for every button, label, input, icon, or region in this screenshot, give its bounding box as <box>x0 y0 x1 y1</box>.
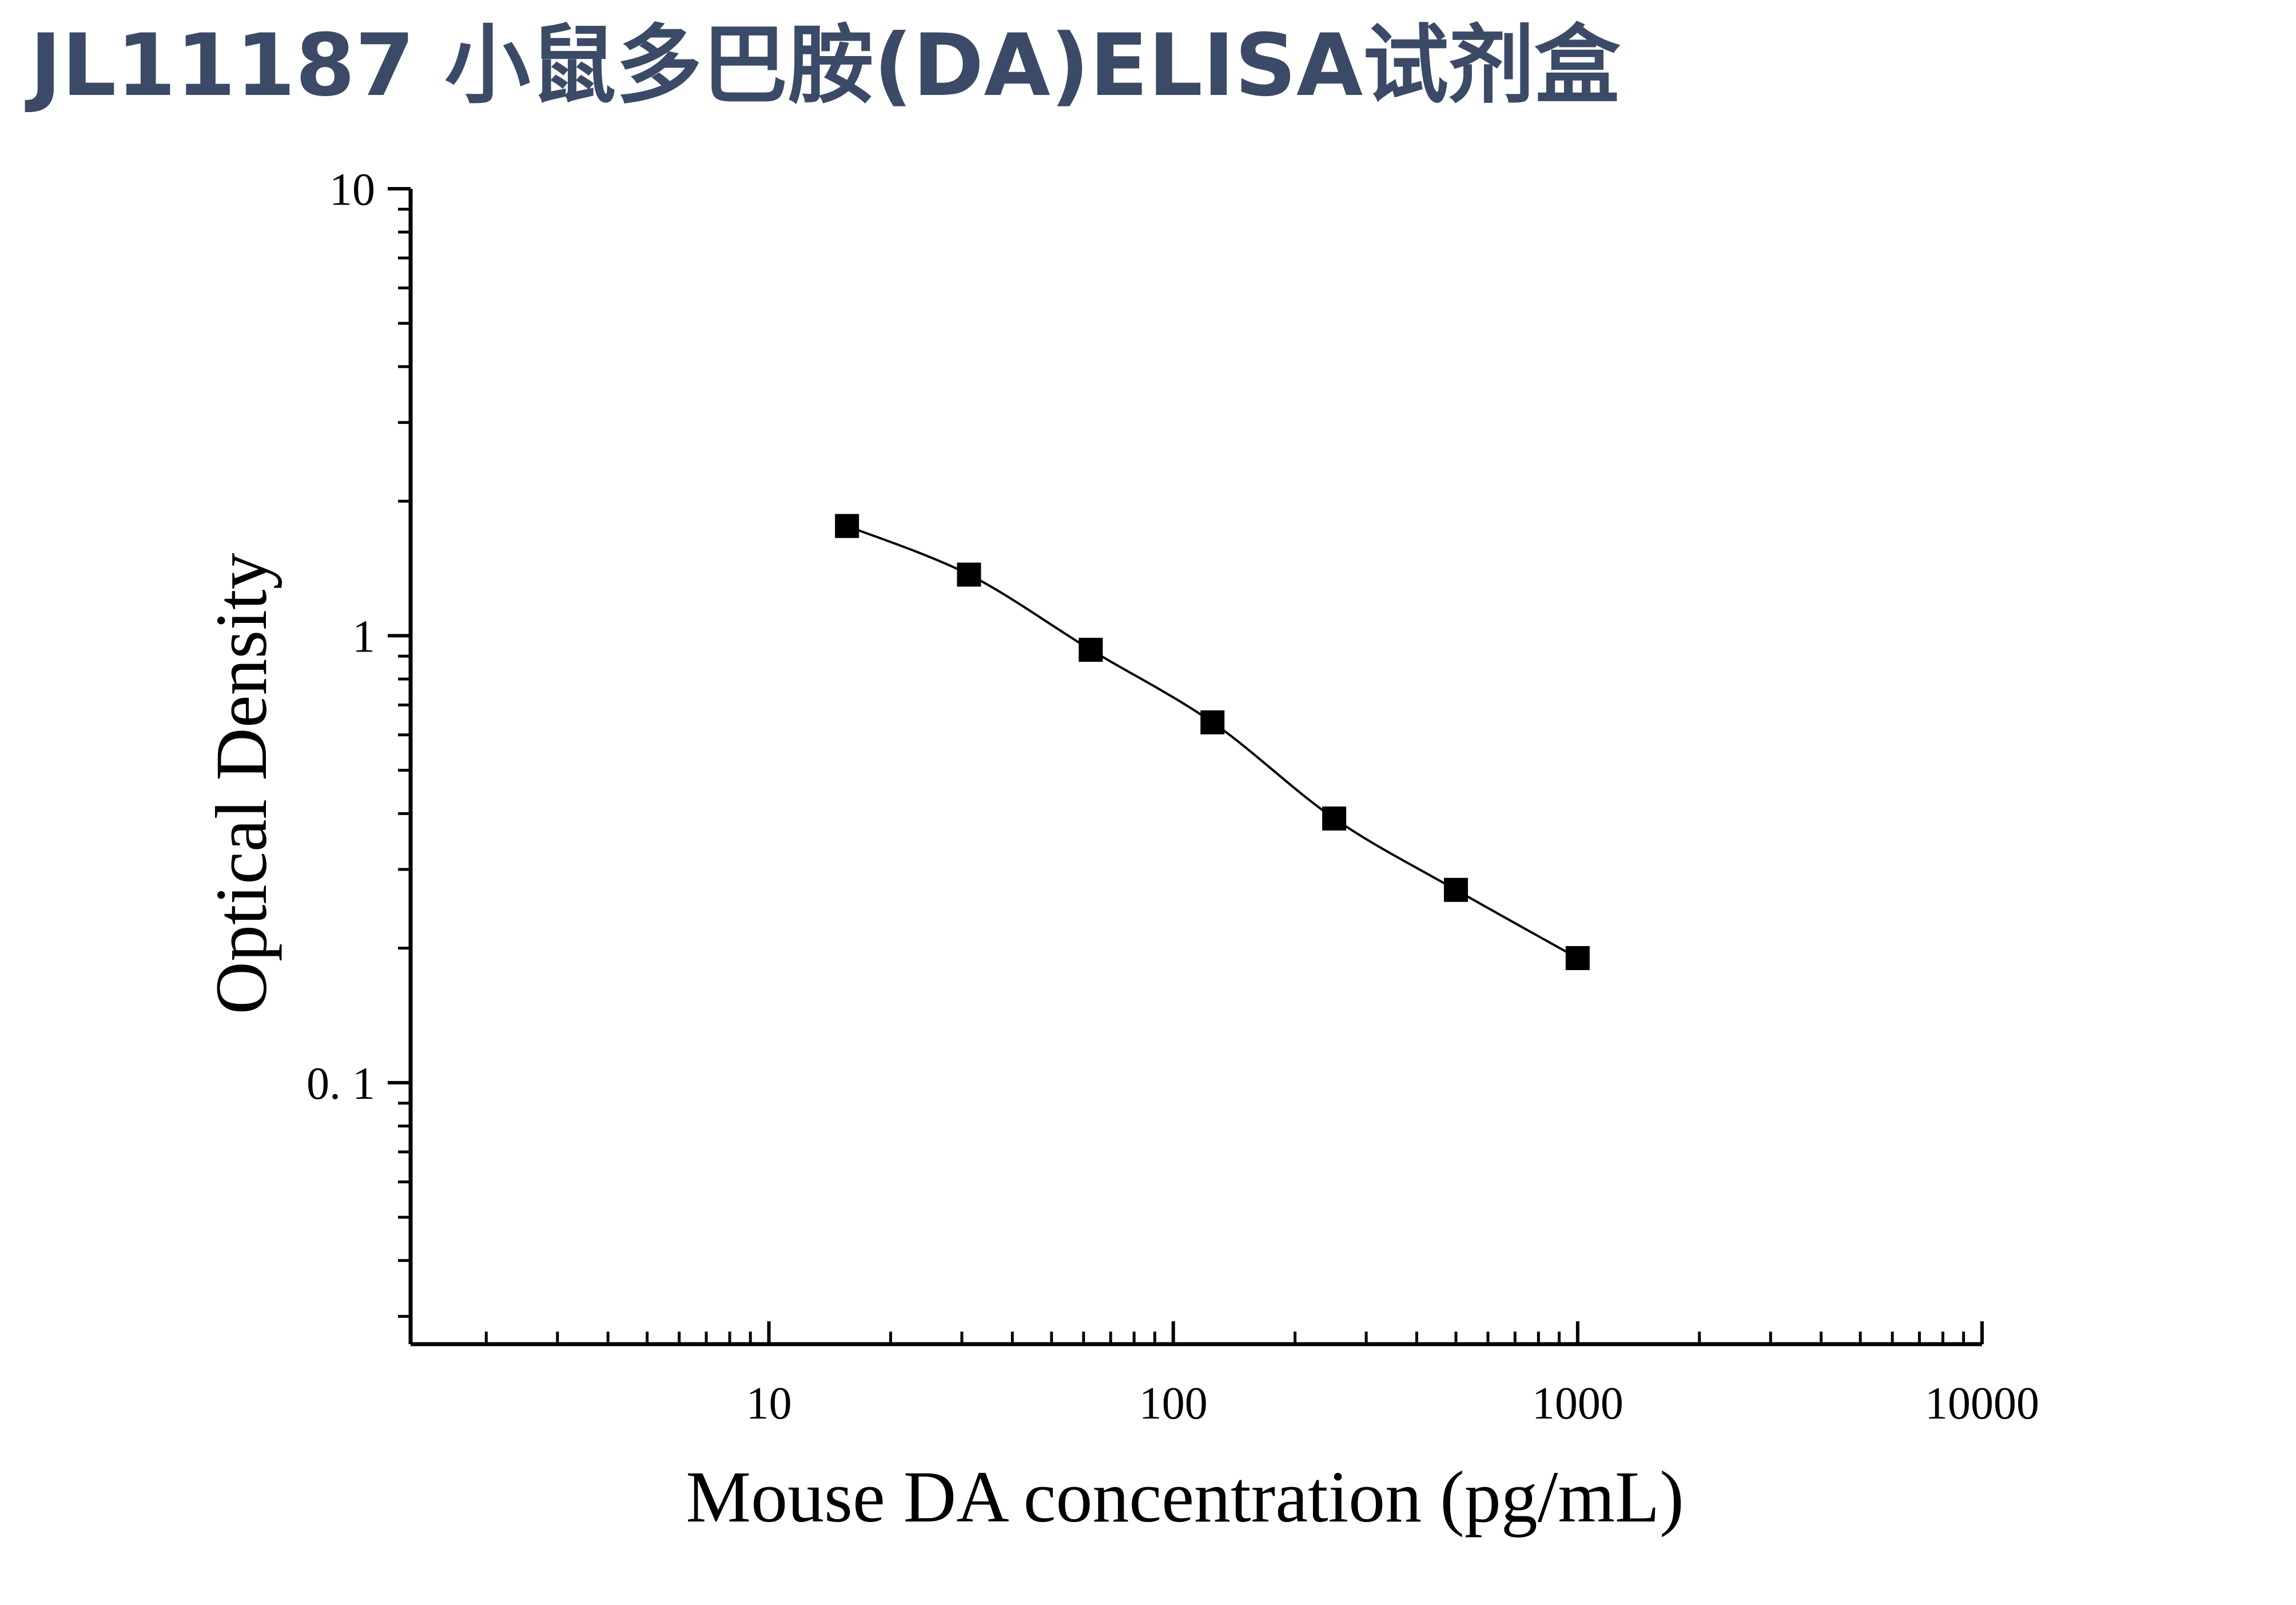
x-tick-label: 1000 <box>1532 1378 1623 1429</box>
data-point <box>835 514 859 538</box>
data-points <box>835 514 1590 971</box>
x-tick-labels: 10 100 1000 10000 <box>746 1378 2039 1429</box>
data-point <box>957 562 981 587</box>
y-axis-title: Optical Density <box>201 553 282 1015</box>
x-tick-label: 100 <box>1139 1378 1208 1429</box>
x-axis-title: Mouse DA concentration (pg/mL) <box>686 1456 1684 1538</box>
data-point <box>1322 806 1347 831</box>
data-point <box>1565 946 1590 971</box>
fit-curve <box>846 525 1578 959</box>
y-tick-label: 10 <box>329 165 375 215</box>
y-tick-labels: 0. 1 1 10 <box>307 165 375 1109</box>
major-ticks <box>388 187 1984 1344</box>
y-tick-label: 1 <box>352 611 375 662</box>
x-tick-label: 10000 <box>1925 1378 2039 1429</box>
data-point <box>1200 710 1225 734</box>
x-tick-label: 10 <box>746 1378 792 1429</box>
minor-ticks <box>398 208 1965 1344</box>
data-point <box>1079 638 1103 662</box>
y-tick-label: 0. 1 <box>307 1059 375 1109</box>
page-title: JL11187 小鼠多巴胺(DA)ELISA试剂盒 <box>30 16 1621 116</box>
data-point <box>1443 877 1468 902</box>
